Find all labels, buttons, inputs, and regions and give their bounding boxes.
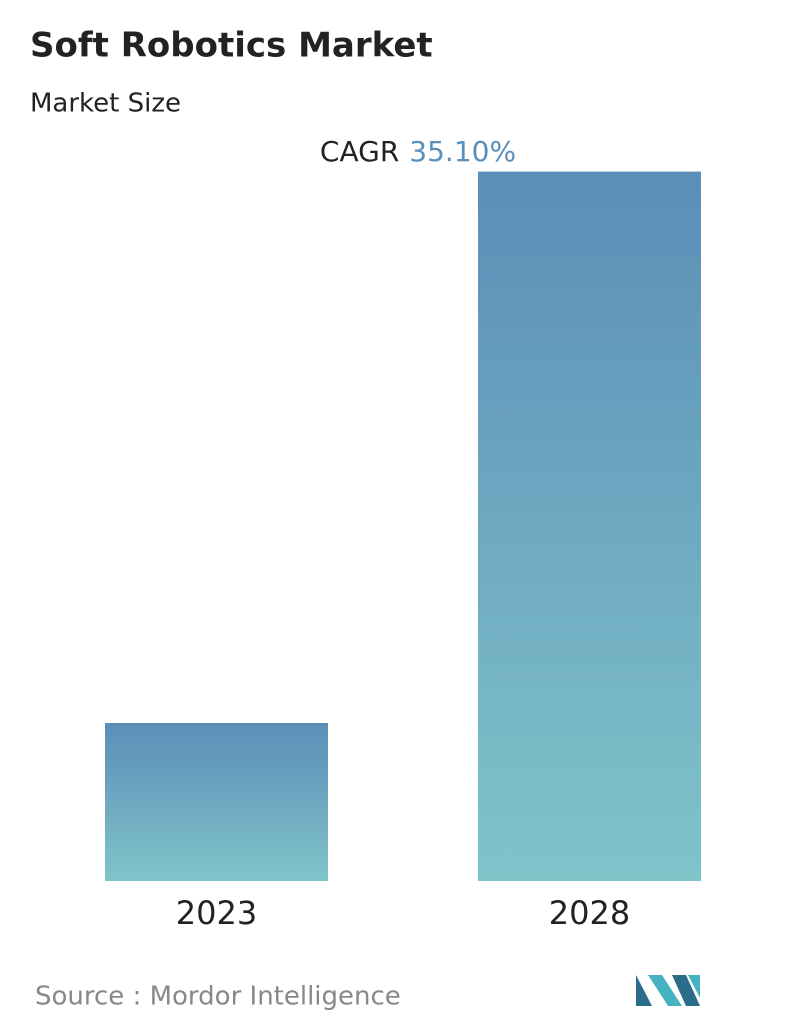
chart-subtitle: Market Size — [30, 89, 181, 119]
cagr-annotation: CAGR 35.10% — [320, 135, 516, 168]
x-tick-label: 2023 — [176, 894, 257, 932]
cagr-label: CAGR — [320, 135, 399, 168]
chart-title: Soft Robotics Market — [30, 26, 433, 66]
x-tick-label: 2028 — [549, 894, 630, 932]
bar — [478, 171, 701, 881]
cagr-value: 35.10% — [409, 135, 516, 168]
logo — [636, 975, 700, 1006]
source: Source : Mordor Intelligence — [35, 982, 401, 1012]
bar — [105, 723, 328, 881]
